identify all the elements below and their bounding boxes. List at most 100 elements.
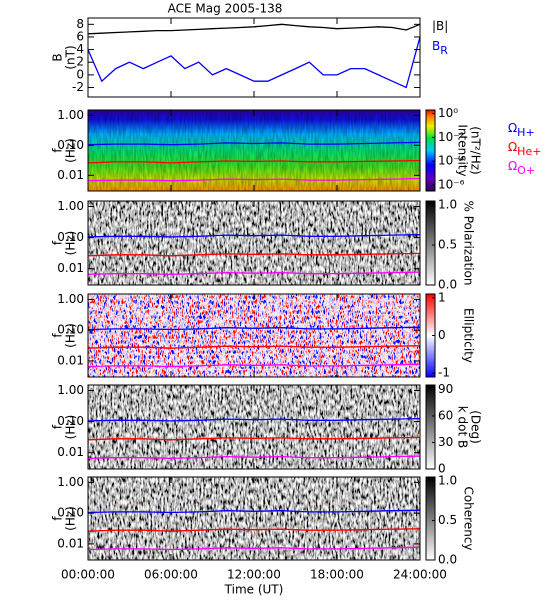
data-line [87,546,421,551]
spectrogram-image [88,201,420,285]
x-tick-label: 18:00:00 [310,568,364,582]
y-axis-label: f [51,333,65,338]
data-line [87,177,421,182]
x-tick-label: 06:00:00 [144,568,198,582]
y-axis-label: f [51,240,65,245]
data-line [87,141,421,146]
colorbar-tick-label: 10⁰ [438,106,458,120]
data-line [87,326,421,331]
legend-label: |B| [432,19,448,33]
colorbar-tick-label: 0.5 [438,513,457,527]
colorbar-tick-label: -1 [438,366,450,380]
colorbar-tick-label: 90 [438,382,453,396]
data-line [87,159,421,164]
data-line [87,345,421,349]
y-tick-label: 0.01 [57,168,84,182]
colorbar-label: Intensity [456,124,470,176]
legend-subscript: O+ [517,164,535,177]
y-tick-label: 0 [76,67,84,81]
colorbar [425,109,436,192]
colorbar-tick-label: 10⁻⁴ [438,154,465,168]
y-axis-label: f [51,424,65,429]
y-tick-label: 0.10 [57,138,84,152]
colorbar-label: % Polarization [462,201,476,286]
spectrogram-image [88,477,420,560]
y-tick-label: 0.10 [57,414,84,428]
data-line [87,528,421,532]
legend-subscript: He+ [517,145,541,158]
colorbar [425,384,436,470]
legend-name: Ω [508,159,517,173]
x-tick-label: 24:00:00 [393,568,447,582]
colorbar-label: Ellipticity [462,308,476,363]
colorbar-label: (Deg) [469,410,483,444]
legend-name: B [432,39,440,53]
legend-label: ΩH+ [508,121,535,140]
x-tick-label: 00:00:00 [61,568,115,582]
y-tick-label: 2 [76,55,84,69]
colorbar-label: k dot B [456,406,470,448]
x-tick-label: 12:00:00 [227,568,281,582]
spectrogram-image [88,294,420,377]
colorbar-tick-label: 60 [438,408,453,422]
legend-label: BR [432,39,448,58]
colorbar-tick-label: 1 [438,290,446,304]
y-tick-label: 1.00 [57,475,84,489]
y-tick-label: 0.01 [57,445,84,459]
colorbar-label: (nT²/Hz) [469,126,483,174]
x-axis-label: Time (UT) [224,583,284,597]
data-line [87,509,421,514]
plot-frame [87,17,421,98]
y-tick-label: 1.00 [57,199,84,213]
y-tick-label: -2 [72,80,84,94]
colorbar-tick-label: 1.0 [438,473,457,487]
data-line [87,36,421,89]
spectrogram-texture [88,110,420,191]
data-line [87,363,421,368]
legend-subscript: H+ [517,126,535,139]
y-tick-label: 0.10 [57,506,84,520]
y-tick-label: 0.10 [57,323,84,337]
y-axis-label: B [51,53,65,61]
legend-name: Ω [508,121,517,135]
colorbar-tick-label: 10⁻⁶ [438,178,465,192]
data-line [87,252,421,257]
legend-label: ΩO+ [508,159,535,178]
colorbar-tick-label: 30 [438,435,453,449]
y-tick-label: 1.00 [57,383,84,397]
y-tick-label: 4 [76,42,84,56]
y-tick-label: 1.00 [57,292,84,306]
data-line [87,23,421,35]
colorbar-tick-label: 0 [438,462,446,476]
chart-title: ACE Mag 2005-138 [168,2,283,16]
y-axis-label: f [51,148,65,153]
y-axis-label: (Hz) [64,323,78,348]
y-tick-label: 8 [76,17,84,31]
y-axis-label: (Hz) [64,415,78,440]
colorbar-label: Coherency [462,486,476,550]
spectrogram-image [88,385,420,469]
colorbar-tick-label: 0 [438,328,446,342]
y-tick-label: 0.01 [57,261,84,275]
y-tick-label: 1.00 [57,108,84,122]
data-line [87,455,421,459]
y-axis-label: (Hz) [64,231,78,256]
y-axis-label: (Hz) [64,138,78,163]
data-line [87,417,421,422]
colorbar-tick-label: 0.0 [438,278,457,292]
y-axis-label: f [51,516,65,521]
colorbar-tick-label: 0.0 [438,553,457,567]
legend-name: Ω [508,140,517,154]
colorbar [425,200,436,286]
legend-name: |B| [432,19,448,33]
legend-subscript: R [440,44,448,57]
y-tick-label: 6 [76,29,84,43]
y-axis-label: (nT) [64,45,78,69]
data-line [87,436,421,441]
y-tick-label: 0.01 [57,353,84,367]
colorbar-tick-label: 10⁻² [438,130,465,144]
data-line [87,271,421,275]
colorbar-tick-label: 1.0 [438,198,457,212]
legend-label: ΩHe+ [508,140,541,159]
